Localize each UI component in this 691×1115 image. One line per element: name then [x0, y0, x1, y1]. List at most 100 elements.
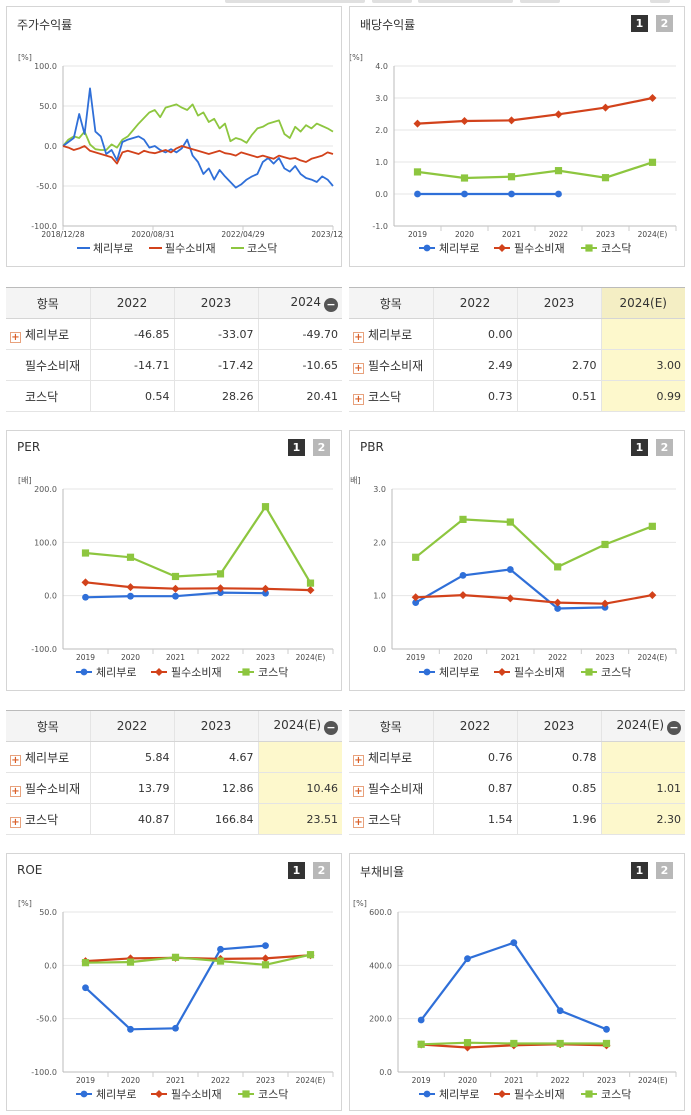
cell: 3.00: [600, 349, 685, 381]
table-row: + 체리부로 -46.85 -33.07 -49.70: [6, 318, 342, 350]
x-tick-label: 2023: [595, 653, 614, 662]
cell: [600, 318, 685, 350]
legend-label: 코스닥: [601, 666, 631, 679]
x-tick-label: 2021: [504, 1076, 523, 1085]
page-2-button[interactable]: 2: [656, 439, 673, 456]
table-row: + 필수소비재 2.49 2.70 3.00: [349, 349, 685, 381]
cell: 1.54: [432, 803, 517, 835]
cell: [257, 741, 342, 773]
data-point: [172, 1024, 179, 1032]
legend-label: 필수소비재: [514, 666, 565, 679]
legend-label: 체리부로: [93, 242, 133, 255]
data-point: [412, 553, 420, 561]
cell: 1.01: [600, 772, 685, 804]
page-1-button[interactable]: 1: [631, 15, 648, 32]
data-point: [126, 954, 135, 963]
data-point: [506, 518, 514, 526]
collapse-icon[interactable]: −: [324, 297, 338, 312]
data-point: [171, 584, 180, 593]
table-row: + 필수소비재 13.79 12.86 10.46: [6, 772, 342, 804]
page-1-button[interactable]: 1: [631, 439, 648, 456]
data-point: [464, 955, 471, 963]
x-tick-label: 2020/08/31: [131, 230, 174, 239]
x-tick-label: 2023: [256, 1076, 275, 1085]
cell: -14.71: [89, 349, 174, 381]
legend-label: 체리부로: [439, 242, 479, 255]
expand-plus-icon[interactable]: +: [353, 362, 364, 374]
page-2-button[interactable]: 2: [656, 862, 673, 879]
data-point: [423, 1090, 431, 1098]
cell: 0.54: [89, 380, 174, 412]
data-point: [261, 503, 270, 511]
expand-plus-icon[interactable]: +: [10, 331, 21, 343]
x-tick-label: 2019: [412, 1076, 431, 1085]
cell: 40.87: [89, 803, 174, 835]
series-line: [62, 103, 334, 151]
cell: 0.76: [432, 741, 517, 773]
page-2-button[interactable]: 2: [313, 439, 330, 456]
data-point: [555, 190, 562, 198]
collapse-icon[interactable]: −: [667, 720, 681, 735]
data-point: [423, 668, 431, 676]
row-label: 체리부로: [25, 750, 70, 765]
expand-plus-icon[interactable]: +: [10, 785, 21, 797]
cell: [516, 318, 601, 350]
page-1-button[interactable]: 1: [288, 862, 305, 879]
expand-plus-icon[interactable]: +: [10, 816, 21, 828]
cell: 2.70: [516, 349, 601, 381]
cell: 0.87: [432, 772, 517, 804]
x-tick-label: 2021: [166, 653, 185, 662]
row-label: 필수소비재: [25, 781, 81, 796]
expand-plus-icon[interactable]: +: [353, 331, 364, 343]
collapse-icon[interactable]: −: [324, 720, 338, 735]
data-point: [601, 599, 609, 608]
expand-plus-icon[interactable]: +: [353, 754, 364, 766]
data-point: [463, 1039, 472, 1047]
data-point: [171, 953, 180, 961]
data-point: [460, 174, 469, 182]
data-point: [461, 190, 468, 198]
legend-label: 체리부로: [96, 1088, 136, 1101]
x-tick-label: 2022: [211, 1076, 230, 1085]
row-label: 필수소비재: [25, 358, 81, 373]
col-header-2022: 2022: [89, 287, 174, 319]
y-tick-label: -50.0: [36, 1015, 57, 1024]
cell: 0.78: [516, 741, 601, 773]
data-point: [262, 589, 269, 597]
series-line: [62, 87, 334, 189]
data-point: [411, 593, 420, 602]
data-point: [306, 586, 315, 595]
series-line: [85, 504, 312, 584]
data-point: [554, 605, 562, 612]
x-tick-label: 2020: [121, 1076, 140, 1085]
x-tick-label: 2020: [121, 653, 140, 662]
x-tick-label: 2022: [548, 653, 567, 662]
expand-plus-icon[interactable]: +: [353, 785, 364, 797]
expand-plus-icon[interactable]: +: [10, 754, 21, 766]
data-point: [585, 244, 593, 252]
data-point: [242, 668, 250, 676]
page-1-button[interactable]: 1: [288, 439, 305, 456]
col-header-2022: 2022: [432, 710, 517, 742]
data-point: [155, 668, 163, 676]
page-2-button[interactable]: 2: [313, 862, 330, 879]
col-header-2023: 2023: [173, 710, 258, 742]
cell: 12.86: [173, 772, 258, 804]
series-line: [415, 518, 653, 569]
per-table: 항목 2022 2023 2024(E) − + 체리부로 5.84 4.67 + 필…: [6, 710, 342, 835]
y-tick-label: -100.0: [31, 1068, 57, 1077]
x-tick-label: 2023/12/28: [311, 230, 343, 239]
table-row: + 코스닥 1.54 1.96 2.30: [349, 803, 685, 835]
data-point: [171, 572, 180, 581]
x-tick-label: 2020: [455, 230, 474, 239]
data-point: [172, 592, 179, 600]
series-line: [417, 96, 653, 125]
cell: 13.79: [89, 772, 174, 804]
page-1-button[interactable]: 1: [631, 862, 648, 879]
table-row: + 체리부로 0.76 0.78: [349, 741, 685, 773]
expand-plus-icon[interactable]: +: [353, 816, 364, 828]
row-label: 코스닥: [368, 812, 402, 827]
expand-plus-icon[interactable]: +: [353, 393, 364, 405]
x-tick-label: 2022/04/29: [221, 230, 264, 239]
page-2-button[interactable]: 2: [656, 15, 673, 32]
